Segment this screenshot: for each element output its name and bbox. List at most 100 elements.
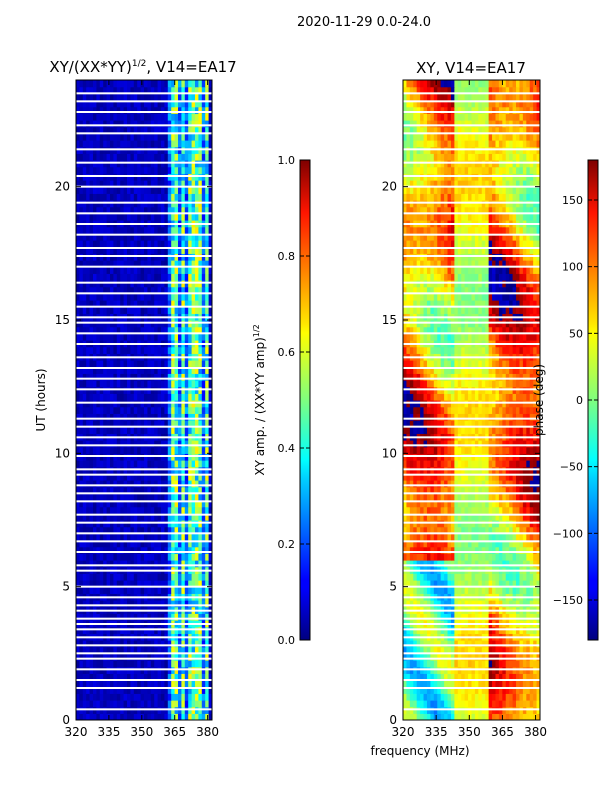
amp-cell [130,533,135,541]
amp-cell [137,700,142,708]
phase-cell [444,686,449,694]
amp-cell [123,506,128,514]
amp-cell [195,393,199,401]
phase-cell [536,660,540,668]
amp-cell [93,600,97,608]
amp-cell [76,293,80,301]
amp-cell [167,273,172,281]
amp-cell [157,260,162,268]
amp-cell [106,240,111,248]
amp-cell [96,360,101,368]
amp-cell [120,486,125,494]
amp-cell [188,193,193,201]
phase-cell [536,573,540,581]
amp-cell [174,240,179,248]
amp-cell [116,460,121,468]
amp-cell [205,273,210,281]
phase-cell [495,686,500,694]
phase-cell [516,713,521,720]
amp-cell [191,713,196,720]
amp-cell [184,680,189,688]
amp-cell [113,406,118,414]
amp-cell [191,306,196,314]
amp-cell [184,426,189,434]
amp-cell [89,533,94,541]
amp-cell [157,506,162,514]
amp-cell [140,513,145,521]
amp-cell [137,426,142,434]
amp-cell [184,240,189,248]
amp-cell [191,460,196,468]
amp-cell [144,126,148,134]
amp-cell [110,293,114,301]
amp-cell [127,380,131,388]
amp-cell [181,140,186,148]
amp-cell [181,493,186,501]
amp-cell [82,113,87,121]
amp-cell [133,193,138,201]
amp-cell [137,546,142,554]
phase-cell [512,586,517,594]
amp-cell [188,213,193,221]
phase-cell [430,646,435,654]
amp-cell [76,153,80,161]
amp-cell [86,206,91,214]
amp-cell [113,126,118,134]
amp-cell [208,480,212,488]
amp-cell [198,380,203,388]
phase-cell [512,540,517,548]
phase-cell [461,673,466,681]
amp-cell [93,680,97,688]
amp-cell [171,660,176,668]
amp-cell [164,686,169,694]
amp-cell [93,440,97,448]
amp-cell [205,426,210,434]
phase-cell [430,686,435,694]
amp-cell [79,580,84,588]
amp-cell [147,306,152,314]
amp-cell [140,500,145,508]
phase-cell [522,546,527,554]
amp-cell [96,93,101,101]
amp-cell [106,140,111,148]
phase-cell [529,553,534,561]
phase-cell [461,640,466,648]
phase-cell [519,693,524,701]
amp-cell [133,546,138,554]
amp-cell [127,266,131,274]
phase-cell [509,686,514,694]
amp-cell [205,586,210,594]
amp-cell [178,153,182,161]
amp-cell [171,213,176,221]
amp-cell [167,206,172,214]
amp-cell [188,473,193,481]
flagged-row [76,492,212,495]
amp-cell [188,393,193,401]
phase-cell [420,553,425,561]
amp-cell [178,93,182,101]
phase-cell [464,586,469,594]
amp-cell [123,546,128,554]
phase-cell [406,600,411,608]
amp-cell [174,113,179,121]
amp-cell [127,446,131,454]
amp-cell [89,513,94,521]
phase-cell [468,713,473,720]
amp-cell [113,440,118,448]
phase-cell [457,700,462,708]
amp-cell [147,640,152,648]
amp-cell [116,533,121,541]
amp-cell [110,373,114,381]
amp-cell [127,580,131,588]
amp-cell [123,586,128,594]
amp-cell [133,420,138,428]
amp-cell [89,480,94,488]
amp-cell [110,213,114,221]
amp-cell [195,573,199,581]
phase-cell [533,640,538,648]
amp-cell [205,500,210,508]
amp-cell [171,460,176,468]
amp-cell [127,166,131,174]
amp-cell [93,193,97,201]
amp-cell [178,113,182,121]
